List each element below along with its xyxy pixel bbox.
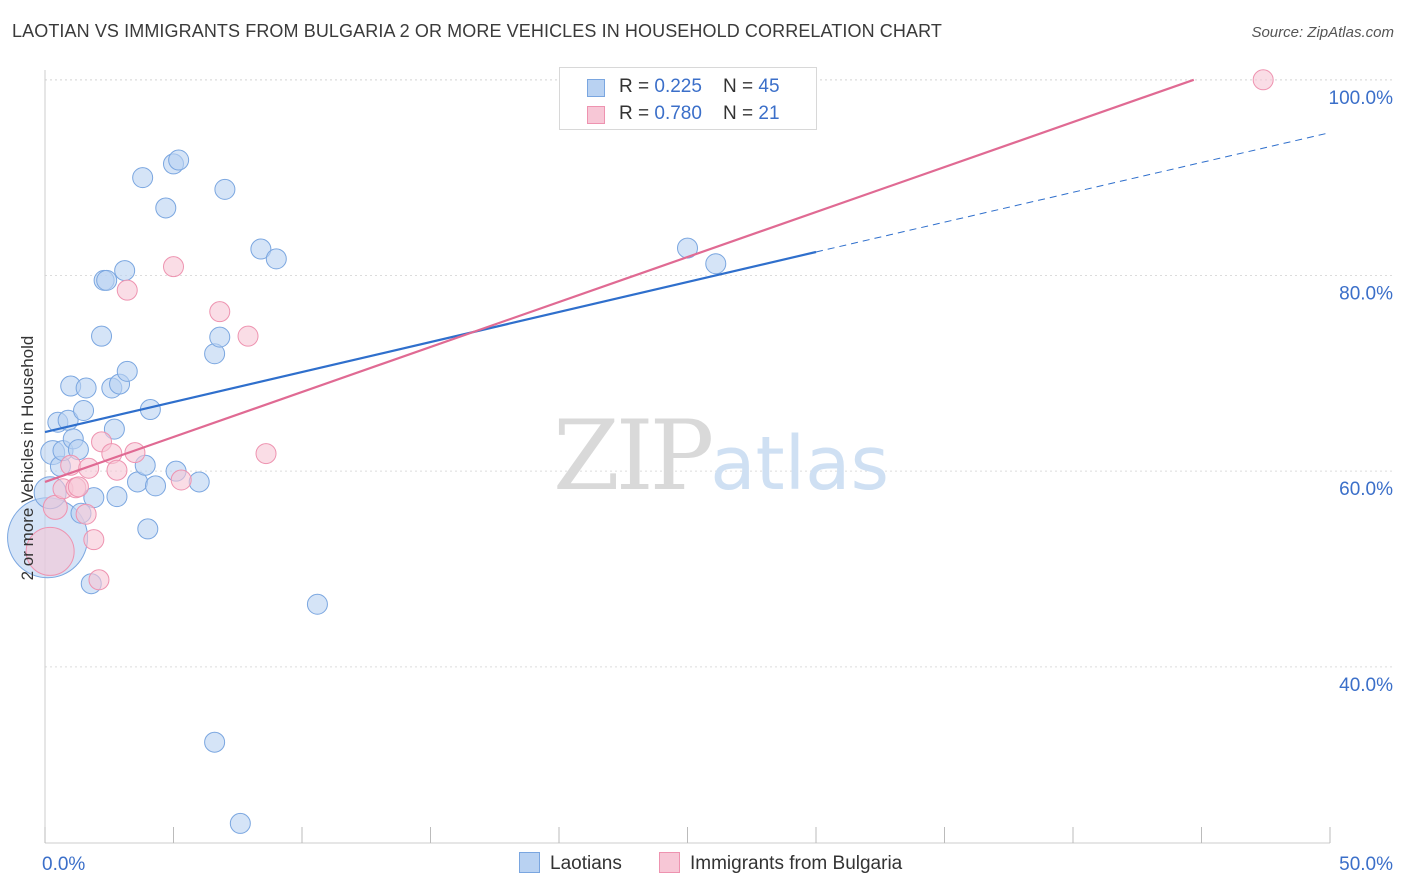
y-axis-label: 2 or more Vehicles in Household: [18, 335, 37, 581]
watermark: ZIPatlas: [553, 400, 889, 512]
x-tick-label: 0.0%: [42, 854, 85, 875]
laotians-point: [188, 471, 210, 493]
y-tick-label: 80.0%: [1339, 283, 1393, 304]
laotians-point: [229, 812, 251, 834]
legend-label: Laotians: [550, 853, 622, 874]
legend-item-bulgaria: Immigrants from Bulgaria: [659, 852, 902, 875]
r-value: 0.225: [654, 76, 702, 97]
bulgaria-trend-line: [44, 78, 1195, 483]
laotians-point: [73, 400, 95, 422]
bulgaria-point: [83, 529, 105, 551]
laotians-point: [155, 197, 177, 219]
bulgaria-point: [106, 459, 128, 481]
laotians-legend-swatch: [519, 852, 540, 873]
stats-text: R = 0.780 N = 21: [619, 103, 780, 124]
bulgaria-legend-swatch: [659, 852, 680, 873]
n-value: 21: [758, 103, 780, 124]
y-tick-label: 40.0%: [1339, 675, 1393, 696]
laotians-point: [132, 167, 154, 189]
laotians-point: [214, 178, 236, 200]
bulgaria-point: [116, 279, 138, 301]
bulgaria-point: [237, 325, 259, 347]
bulgaria-point: [209, 301, 231, 323]
bulgaria-swatch: [587, 106, 605, 124]
bulgaria-point: [88, 569, 110, 591]
laotians-point: [114, 260, 136, 282]
laotians-trend-extension: [815, 132, 1331, 253]
chart-source: Source: ZipAtlas.com: [1251, 24, 1394, 41]
laotians-point: [91, 325, 113, 347]
trend-lines: [44, 78, 1331, 483]
laotians-point: [306, 593, 328, 615]
laotians-point: [75, 377, 97, 399]
stats-legend: R = 0.225 N = 45 R = 0.780 N = 21: [559, 67, 817, 130]
bulgaria-point: [25, 526, 75, 576]
laotians-point: [145, 475, 167, 497]
laotians-point: [106, 486, 128, 508]
data-points: [7, 69, 1274, 834]
laotians-swatch: [587, 79, 605, 97]
laotians-point: [168, 149, 190, 171]
bulgaria-point: [1252, 69, 1274, 91]
watermark-atlas: atlas: [710, 421, 890, 507]
n-value: 45: [758, 76, 780, 97]
laotians-trend-line: [44, 250, 817, 434]
legend-label: Immigrants from Bulgaria: [690, 853, 903, 874]
bulgaria-point: [163, 256, 184, 278]
laotians-point: [250, 238, 272, 260]
bulgaria-point: [255, 443, 277, 465]
x-tick-label: 50.0%: [1339, 854, 1393, 875]
bulgaria-point: [78, 457, 100, 479]
y-tick-label: 100.0%: [1329, 88, 1394, 109]
watermark-zip: ZIP: [553, 400, 714, 512]
bulgaria-point: [67, 476, 89, 498]
bulgaria-point: [170, 469, 192, 491]
stats-text: R = 0.225 N = 45: [619, 76, 780, 97]
legend-item-laotians: Laotians: [519, 852, 622, 875]
laotians-point: [705, 253, 727, 275]
laotians-point: [103, 418, 125, 440]
laotians-point: [209, 326, 231, 348]
bulgaria-point: [75, 503, 97, 525]
laotians-point: [204, 731, 226, 753]
y-tick-label: 60.0%: [1339, 479, 1393, 500]
r-value: 0.780: [654, 103, 702, 124]
laotians-point: [96, 269, 118, 291]
y-tick-labels: 40.0% 60.0% 80.0% 100.0%: [1329, 88, 1394, 696]
x-tick-labels: 0.0% 50.0%: [42, 854, 1393, 875]
laotians-point: [137, 518, 159, 540]
laotians-point: [116, 360, 138, 382]
chart-title: LAOTIAN VS IMMIGRANTS FROM BULGARIA 2 OR…: [12, 21, 942, 41]
grid-lines: [45, 79, 1395, 668]
laotians-point: [265, 248, 287, 270]
